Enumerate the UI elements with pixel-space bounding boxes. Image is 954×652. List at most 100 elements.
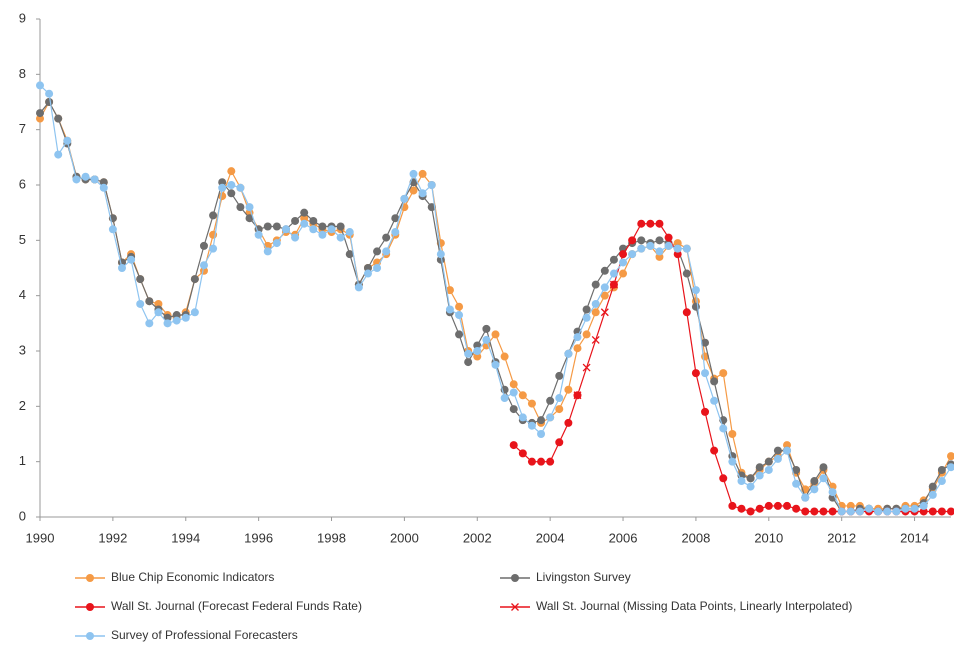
data-point: [555, 405, 564, 414]
data-point: [99, 183, 108, 192]
data-point: [163, 319, 172, 328]
data-point: [664, 241, 673, 250]
data-point: [691, 302, 700, 311]
data-point: [436, 250, 445, 259]
data-point: [910, 504, 919, 513]
data-point: [546, 396, 555, 405]
data-point: [464, 349, 473, 358]
data-point: [218, 183, 227, 192]
data-point: [673, 244, 682, 253]
data-point: [746, 507, 755, 516]
legend-label: Wall St. Journal (Forecast Federal Funds…: [111, 599, 362, 613]
data-point: [45, 98, 54, 106]
data-point: [819, 507, 828, 516]
data-point: [427, 181, 436, 189]
data-point: [819, 474, 828, 483]
y-tick-label: 0: [19, 508, 26, 523]
data-point: [773, 446, 782, 455]
data-point: [455, 302, 464, 311]
data-point: [673, 239, 682, 248]
data-point: [764, 465, 773, 474]
x-tick-label: 2008: [681, 530, 710, 545]
data-point: [527, 457, 536, 466]
data-point: [382, 247, 391, 256]
legend-marker: [86, 632, 94, 640]
data-point: [555, 394, 564, 403]
data-point: [947, 463, 954, 472]
data-point: [418, 169, 427, 178]
data-point: [518, 413, 527, 422]
data-point: [537, 416, 546, 425]
data-point: [209, 211, 218, 220]
data-point: [318, 222, 327, 231]
data-point: [482, 335, 491, 344]
data-point: [719, 424, 728, 433]
data-point: [145, 319, 154, 328]
data-point: [746, 482, 755, 491]
data-point: [509, 388, 518, 397]
data-point: [336, 233, 345, 242]
data-point: [72, 175, 81, 184]
x-tick-label: 1996: [244, 530, 273, 545]
data-point: [227, 167, 236, 176]
data-point: [227, 189, 236, 198]
series-line: [39, 84, 952, 513]
data-point: [764, 501, 773, 510]
data-point: [874, 507, 883, 516]
data-point: [828, 488, 837, 497]
data-point: [409, 169, 418, 178]
x-tick-label: 1990: [26, 530, 55, 545]
data-point: [619, 258, 628, 267]
data-point: [117, 264, 126, 272]
data-point: [764, 457, 773, 466]
data-point: [582, 305, 591, 314]
data-point: [655, 247, 664, 256]
legend-label: Livingston Survey: [536, 570, 631, 584]
data-point: [573, 333, 582, 342]
data-point: [236, 203, 245, 212]
data-point: [63, 136, 72, 145]
data-point: [937, 465, 946, 474]
x-tick-label: 2002: [463, 530, 492, 545]
data-point: [199, 241, 208, 250]
data-point: [291, 216, 300, 225]
data-point: [801, 507, 810, 516]
data-point: [728, 430, 737, 438]
data-point: [209, 244, 218, 253]
data-point: [546, 457, 555, 466]
data-point: [783, 441, 792, 450]
data-point: [54, 114, 63, 123]
data-point: [263, 247, 272, 256]
data-point: [154, 308, 163, 317]
data-point: [218, 178, 227, 187]
data-point: [45, 89, 54, 98]
data-point: [518, 449, 527, 458]
data-point: [928, 482, 937, 491]
y-tick-label: 2: [19, 398, 26, 413]
data-point: [609, 280, 618, 289]
data-point: [928, 490, 937, 499]
data-point: [272, 222, 281, 231]
data-point: [509, 380, 518, 389]
data-point: [172, 311, 181, 320]
series-line: [39, 100, 952, 513]
data-point: [473, 352, 482, 361]
data-point: [783, 446, 792, 455]
data-point: [363, 264, 372, 272]
data-point: [883, 507, 892, 516]
data-point: [892, 507, 901, 516]
data-point: [582, 330, 591, 339]
data-point: [181, 313, 190, 322]
data-point: [108, 225, 117, 234]
data-point: [846, 501, 855, 510]
data-point: [646, 219, 655, 228]
legend-marker: [86, 603, 94, 611]
data-point: [90, 175, 99, 184]
data-point: [928, 507, 937, 516]
data-point: [600, 291, 609, 300]
y-tick-label: 1: [19, 453, 26, 468]
data-point: [455, 311, 464, 320]
data-point: [254, 230, 263, 239]
x-tick-label: 2012: [827, 530, 856, 545]
data-point: [719, 474, 728, 483]
